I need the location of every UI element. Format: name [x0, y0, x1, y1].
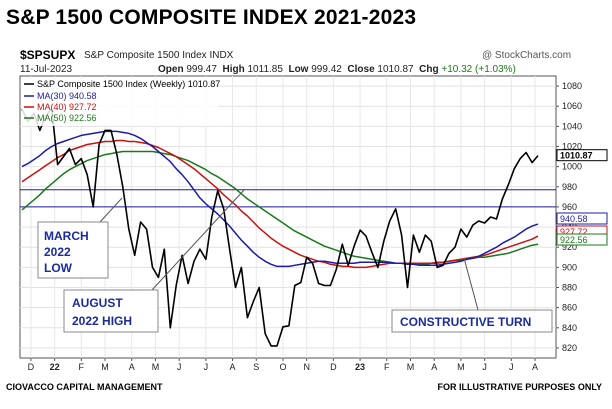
annotation-march-line1: MARCH	[44, 229, 89, 243]
annotation-turn-box	[391, 309, 553, 333]
high-label: High	[222, 64, 245, 75]
open-value: 999.47	[186, 64, 217, 75]
annotation-august-pointer	[151, 189, 245, 291]
x-tick-label-8: A	[230, 362, 236, 372]
value-tag-box-ma30	[556, 212, 608, 225]
ohlc-readout: Open 999.47 High 1011.85 Low 999.42 Clos…	[158, 64, 516, 75]
footer-disclaimer: FOR ILLUSTRATIVE PURPOSES ONLY	[437, 382, 602, 392]
close-label: Close	[347, 64, 375, 75]
value-tag-ma30: 940.58	[560, 214, 588, 224]
annotation-march-line3: LOW	[44, 261, 73, 275]
legend-ma30: MA(30) 940.58	[37, 91, 97, 101]
x-tick-label-19: J	[509, 362, 514, 372]
y-tick-label-1000: 1000	[562, 162, 582, 172]
value-tag-ma50: 922.56	[560, 235, 588, 245]
x-tick-label-4: A	[129, 362, 135, 372]
x-tick-label-14: F	[384, 362, 390, 372]
annotation-august-line2: 2022 HIGH	[72, 314, 132, 328]
x-tick-label-12: D	[330, 362, 337, 372]
high-value: 1011.85	[247, 64, 283, 75]
annotation-march-box	[37, 221, 109, 279]
x-tick-label-3: M	[101, 362, 109, 372]
chart-index-name: S&P Composite 1500 Index INDX	[84, 50, 234, 61]
x-tick-label-5: M	[152, 362, 160, 372]
y-tick-label-1060: 1060	[562, 101, 582, 111]
open-label: Open	[158, 64, 184, 75]
annotation-turn-pointer	[463, 257, 479, 311]
chart-symbol: $SPSUPX	[20, 48, 76, 62]
x-tick-label-7: J	[204, 362, 209, 372]
annotation-turn-text: CONSTRUCTIVE TURN	[400, 315, 531, 329]
low-value: 999.42	[311, 64, 342, 75]
legend: S&P Composite 1500 Index (Weekly) 1010.8…	[22, 78, 220, 126]
series-line-price	[21, 107, 539, 347]
chg-value: +10.32 (+1.03%)	[441, 64, 516, 75]
stockcharts-brand: @ StockCharts.com	[482, 50, 572, 61]
legend-ma40: MA(40) 927.72	[37, 102, 97, 112]
x-tick-label-20: A	[532, 362, 538, 372]
legend-ma50: MA(50) 922.56	[37, 113, 97, 123]
value-tag-price: 1010.87	[560, 151, 593, 161]
y-tick-label-920: 920	[562, 242, 577, 252]
page-title: S&P 1500 COMPOSITE INDEX 2021-2023	[6, 6, 417, 29]
low-label: Low	[288, 64, 309, 75]
x-tick-label-10: O	[279, 362, 286, 372]
y-tick-label-1020: 1020	[562, 142, 582, 152]
y-tick-label-1040: 1040	[562, 121, 582, 131]
y-tick-label-900: 900	[562, 262, 577, 272]
x-tick-label-13: 23	[355, 362, 365, 372]
y-tick-label-880: 880	[562, 283, 577, 293]
annotation-march-low: MARCH 2022 LOW	[37, 197, 123, 279]
close-value: 1010.87	[377, 64, 414, 75]
footer-company: CIOVACCO CAPITAL MANAGEMENT	[6, 382, 163, 392]
series-line-ma30	[21, 130, 539, 268]
annotation-constructive-turn: CONSTRUCTIVE TURN	[391, 257, 553, 333]
x-tick-label-18: J	[482, 362, 487, 372]
value-tag-ma40: 927.72	[560, 227, 588, 237]
annotation-august-line1: AUGUST	[72, 296, 123, 310]
x-tick-label-2: F	[79, 362, 85, 372]
x-tick-label-9: S	[253, 362, 259, 372]
annotation-march-line2: 2022	[44, 245, 71, 259]
x-tick-label-1: 22	[50, 362, 60, 372]
y-tick-label-980: 980	[562, 182, 577, 192]
value-tag-box-price	[556, 149, 608, 162]
annotation-august-high: AUGUST 2022 HIGH	[63, 189, 245, 333]
chart-date: 11-Jul-2023	[20, 64, 73, 75]
x-tick-label-17: M	[457, 362, 465, 372]
legend-price: S&P Composite 1500 Index (Weekly) 1010.8…	[37, 79, 220, 89]
y-tick-label-960: 960	[562, 202, 577, 212]
x-tick-label-15: M	[407, 362, 415, 372]
y-tick-label-1080: 1080	[562, 81, 582, 91]
y-tick-label-840: 840	[562, 323, 577, 333]
y-tick-label-860: 860	[562, 303, 577, 313]
value-tag-box-ma50	[556, 233, 608, 246]
legend-background	[22, 78, 218, 126]
series-line-ma40	[21, 139, 539, 269]
chg-label: Chg	[419, 64, 439, 75]
annotation-march-pointer	[99, 197, 123, 223]
x-tick-label-16: A	[431, 362, 437, 372]
x-tick-label-11: N	[303, 362, 310, 372]
y-tick-label-820: 820	[562, 343, 577, 353]
annotation-august-box	[63, 289, 159, 333]
x-tick-label-0: D	[28, 362, 35, 372]
x-tick-label-6: J	[177, 362, 182, 372]
